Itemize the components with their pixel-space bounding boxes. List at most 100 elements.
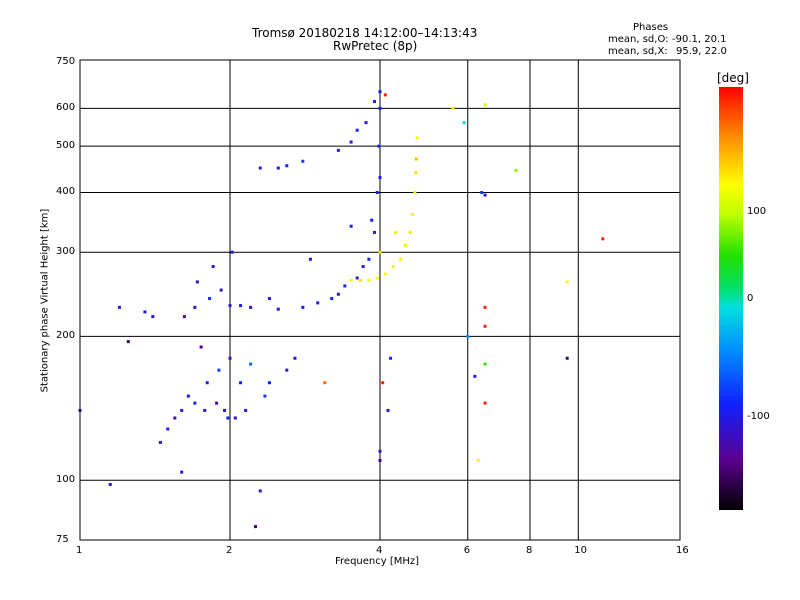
echo-point bbox=[301, 305, 305, 309]
echo-point bbox=[565, 280, 569, 284]
echo-point bbox=[244, 408, 248, 412]
echo-point bbox=[375, 190, 379, 194]
echo-point bbox=[451, 106, 455, 110]
echo-point bbox=[267, 381, 271, 385]
echo-point bbox=[391, 265, 395, 269]
echo-point bbox=[233, 416, 237, 420]
echo-point bbox=[215, 401, 219, 405]
echo-point bbox=[370, 218, 374, 222]
echo-point bbox=[381, 381, 385, 385]
chart-title: Tromsø 20180218 14:12:00–14:13:43 bbox=[252, 26, 478, 40]
echo-point bbox=[166, 427, 170, 431]
echo-point bbox=[276, 166, 280, 170]
echo-point bbox=[349, 140, 353, 144]
echo-point bbox=[373, 100, 377, 104]
echo-point bbox=[403, 243, 407, 247]
echo-point bbox=[258, 166, 262, 170]
echo-point bbox=[285, 164, 289, 168]
echo-point bbox=[180, 408, 184, 412]
echo-point bbox=[394, 230, 398, 234]
echo-point bbox=[358, 278, 362, 282]
echo-point bbox=[230, 250, 234, 254]
echo-point bbox=[316, 301, 320, 305]
stats-o-value: -90.1, 20.1 bbox=[672, 34, 727, 45]
echo-point bbox=[414, 171, 418, 175]
echo-point bbox=[514, 168, 518, 172]
echo-point bbox=[343, 284, 347, 288]
echo-point bbox=[267, 297, 271, 301]
echo-point bbox=[601, 237, 605, 241]
echo-point bbox=[108, 482, 112, 486]
echo-point bbox=[217, 368, 221, 372]
y-tick-label: 400 bbox=[56, 186, 76, 198]
stats-x-value: 95.9, 22.0 bbox=[676, 46, 727, 57]
x-tick-label: 6 bbox=[463, 545, 471, 556]
echo-point bbox=[389, 356, 393, 360]
echo-point bbox=[336, 148, 340, 152]
echo-point bbox=[117, 305, 121, 309]
x-tick-label: 10 bbox=[574, 545, 588, 556]
echo-point bbox=[219, 288, 223, 292]
colorbar bbox=[719, 87, 743, 510]
echo-point bbox=[263, 394, 267, 398]
echo-point bbox=[151, 315, 155, 319]
echo-point bbox=[330, 297, 334, 301]
echo-point bbox=[349, 224, 353, 228]
echo-point bbox=[383, 93, 387, 97]
x-tick-label: 1 bbox=[76, 545, 83, 556]
echo-point bbox=[367, 278, 371, 282]
echo-point bbox=[349, 278, 353, 282]
echo-point bbox=[182, 315, 186, 319]
echo-point bbox=[205, 381, 209, 385]
echo-point bbox=[293, 356, 297, 360]
echo-point bbox=[180, 470, 184, 474]
echo-point bbox=[308, 257, 312, 261]
y-tick-label: 600 bbox=[56, 102, 76, 114]
echo-point bbox=[483, 401, 487, 405]
echo-point bbox=[203, 408, 207, 412]
echo-point bbox=[249, 305, 253, 309]
echo-point bbox=[301, 159, 305, 163]
echo-point bbox=[473, 374, 477, 378]
x-tick-label: 2 bbox=[226, 545, 233, 556]
echo-point bbox=[378, 449, 382, 453]
y-tick-label: 750 bbox=[56, 56, 76, 67]
echo-point bbox=[480, 190, 484, 194]
echo-point bbox=[413, 190, 417, 194]
stats-header: Phases bbox=[633, 22, 669, 33]
echo-point bbox=[253, 525, 257, 529]
echo-point bbox=[373, 230, 377, 234]
echo-point bbox=[483, 193, 487, 197]
echo-point bbox=[336, 292, 340, 296]
echo-point bbox=[476, 458, 480, 462]
echo-point bbox=[158, 440, 162, 444]
echo-point bbox=[285, 368, 289, 372]
echo-point bbox=[483, 324, 487, 328]
y-tick-label: 100 bbox=[56, 474, 76, 486]
echo-point bbox=[377, 144, 381, 148]
echo-point bbox=[378, 175, 382, 179]
echo-point bbox=[466, 334, 470, 338]
colorbar-tick: 0 bbox=[747, 293, 754, 304]
echo-point bbox=[258, 489, 262, 493]
echo-point bbox=[378, 458, 382, 462]
echo-point bbox=[378, 250, 382, 254]
echo-point bbox=[323, 381, 327, 385]
echo-point bbox=[228, 304, 232, 308]
echo-point bbox=[228, 356, 232, 360]
stats-o-label: mean, sd,O: bbox=[608, 34, 669, 45]
echo-point bbox=[375, 276, 379, 280]
echo-point bbox=[173, 416, 177, 420]
y-tick-label: 200 bbox=[56, 330, 76, 342]
echo-point bbox=[399, 257, 403, 261]
y-tick-label: 500 bbox=[56, 140, 76, 152]
echo-point bbox=[415, 136, 419, 140]
echo-point bbox=[211, 265, 215, 269]
echo-point bbox=[361, 265, 365, 269]
echo-point bbox=[364, 121, 368, 125]
colorbar-tick: -100 bbox=[747, 411, 770, 422]
echo-point bbox=[223, 408, 227, 412]
echo-point bbox=[193, 305, 197, 309]
